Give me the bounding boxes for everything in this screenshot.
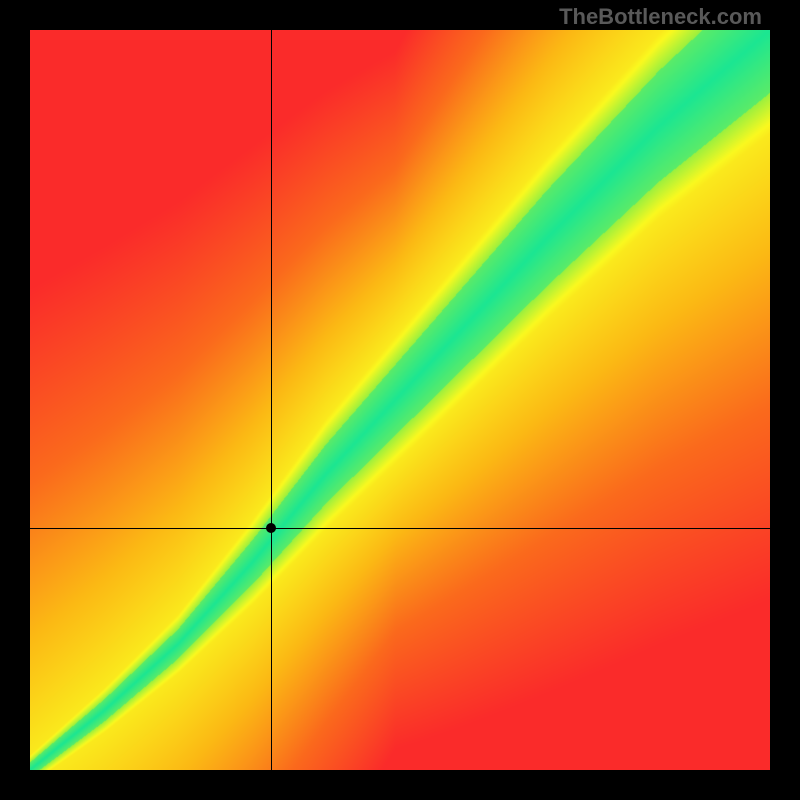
watermark-text: TheBottleneck.com (559, 4, 762, 30)
crosshair-horizontal (30, 528, 770, 529)
heatmap-plot (30, 30, 770, 770)
crosshair-vertical (271, 30, 272, 770)
crosshair-marker (266, 523, 276, 533)
heatmap-canvas (30, 30, 770, 770)
